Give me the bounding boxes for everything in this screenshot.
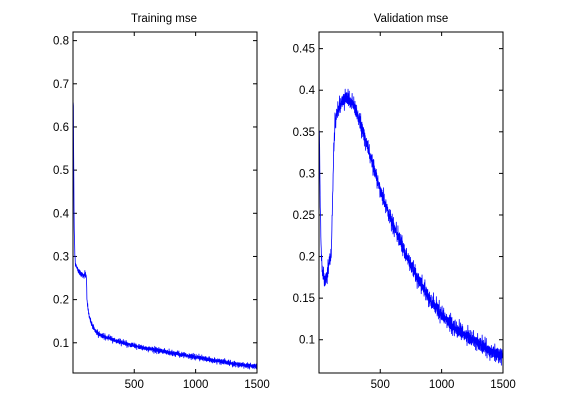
- plot-area: [319, 32, 503, 373]
- chart-title: Training mse: [131, 13, 197, 25]
- y-tick-label: 0.6: [53, 122, 69, 134]
- y-tick-label: 0.25: [293, 210, 315, 222]
- plot-area: [73, 32, 257, 373]
- y-tick-label: 0.2: [53, 295, 69, 307]
- y-tick-label: 0.7: [53, 79, 69, 91]
- y-tick-label: 0.8: [53, 36, 69, 48]
- y-tick-label: 0.3: [53, 251, 69, 263]
- y-tick-label: 0.2: [299, 252, 315, 264]
- training-mse-chart: Training mse 500 1000 1500 0.1 0.2 0.3 0.4 0.5 0…: [53, 13, 270, 391]
- y-tick-label: 0.1: [299, 335, 315, 347]
- x-tick-label: 500: [371, 379, 390, 391]
- y-tick-label: 0.5: [53, 165, 69, 177]
- y-tick-label: 0.35: [293, 127, 315, 139]
- chart-title: Validation mse: [374, 13, 449, 25]
- y-tick-label: 0.45: [293, 44, 315, 56]
- x-tick-label: 500: [125, 379, 144, 391]
- y-tick-label: 0.3: [299, 168, 315, 180]
- y-tick-label: 0.4: [299, 85, 316, 97]
- x-tick-label: 1500: [490, 379, 516, 391]
- x-tick-label: 1000: [183, 379, 209, 391]
- x-tick-label: 1500: [244, 379, 270, 391]
- validation-mse-chart: Validation mse 500 1000 1500 0.1 0.15 0.2 0.25…: [293, 13, 516, 391]
- y-tick-label: 0.1: [53, 338, 69, 350]
- x-tick-label: 1000: [429, 379, 455, 391]
- y-tick-label: 0.4: [53, 208, 70, 220]
- y-tick-label: 0.15: [293, 293, 315, 305]
